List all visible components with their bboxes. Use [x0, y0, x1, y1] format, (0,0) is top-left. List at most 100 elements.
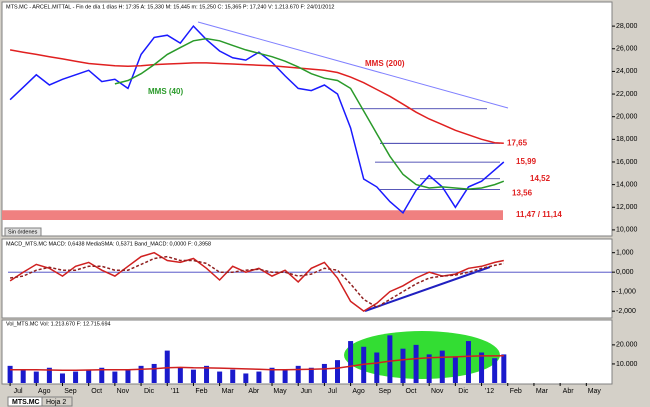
level-label: 14,52 — [530, 174, 551, 183]
volume-bar — [243, 373, 249, 383]
volume-bar — [164, 350, 170, 383]
volume-bar — [426, 354, 432, 383]
y-tick-label: 12,000 — [616, 204, 638, 211]
support-band — [2, 210, 503, 220]
series-label: MMS (200) — [365, 59, 405, 68]
volume-bar — [335, 360, 341, 383]
x-tick-label: Jun — [301, 388, 312, 395]
volume-bar — [374, 352, 380, 383]
x-tick-label: Jul — [14, 388, 23, 395]
x-tick-label: Sep — [379, 388, 392, 395]
volume-bar — [112, 371, 118, 383]
x-tick-label: Dic — [458, 388, 469, 395]
volume-bar — [99, 367, 105, 383]
volume-bar — [413, 344, 419, 383]
x-tick-label: May — [273, 388, 287, 395]
x-tick-label: May — [588, 388, 602, 395]
series-label: MMS (40) — [148, 87, 183, 96]
x-tick-label: Abr — [248, 388, 260, 395]
volume-bar — [190, 369, 196, 383]
price-panel — [1, 1, 613, 237]
y-tick-label: 22,000 — [616, 91, 638, 98]
volume-bar — [282, 369, 288, 383]
y-tick-label: 14,000 — [616, 181, 638, 188]
volume-bar — [295, 365, 301, 383]
volume-bar — [308, 367, 314, 383]
series-line — [9, 255, 504, 309]
orders-button[interactable] — [4, 227, 42, 237]
x-tick-label: Nov — [431, 388, 444, 395]
y-tick-label: 16,000 — [616, 159, 638, 166]
volume-bar — [177, 367, 183, 383]
band-label: 11,47 / 11,14 — [516, 210, 562, 219]
volume-bar — [256, 371, 262, 383]
x-tick-label: Dic — [144, 388, 155, 395]
volume-bar — [125, 369, 131, 383]
volume-bar — [138, 365, 144, 383]
macd-trend-line — [364, 266, 491, 312]
volume-bar — [465, 341, 471, 383]
volume-bar — [46, 367, 52, 383]
tab-label[interactable]: MTS.MC — [12, 399, 40, 406]
volume-panel — [1, 319, 613, 385]
volume-highlight — [344, 331, 500, 379]
volume-bar — [20, 369, 26, 383]
trend-line — [197, 21, 509, 109]
y-tick-label: 28,000 — [616, 23, 638, 30]
volume-bar — [7, 365, 13, 383]
volume-bar — [269, 367, 275, 383]
price-header: MTS.MC - ARCEL.MITTAL - Fin de día 1 día… — [6, 4, 334, 10]
volume-bar — [86, 369, 92, 383]
volume-bar — [452, 356, 458, 383]
macd-panel — [1, 238, 613, 319]
macd-header: MACD_MTS.MC MACD: 0,6438 MediaSMA: 0,537… — [6, 241, 211, 247]
volume-bar — [230, 369, 236, 383]
y-tick-label: 18,000 — [616, 136, 638, 143]
x-tick-label: Jul — [328, 388, 337, 395]
tab-label[interactable]: Hoja 2 — [46, 399, 66, 406]
y-tick-label: 24,000 — [616, 68, 638, 75]
y-tick-label: 20,000 — [616, 114, 638, 121]
volume-bar — [217, 371, 223, 383]
tab[interactable] — [41, 396, 73, 407]
series-line — [9, 24, 505, 215]
volume-bar — [59, 373, 65, 383]
level-label: 15,99 — [516, 157, 537, 166]
volume-bar — [73, 371, 79, 383]
x-tick-label: Feb — [510, 388, 522, 395]
volume-bar — [400, 348, 406, 383]
x-tick-label: Abr — [563, 388, 575, 395]
volume-header: Vol_MTS.MC Vol: 1.213.670 F: 12.715.694 — [6, 321, 111, 327]
series-line — [9, 251, 504, 312]
orders-button-label[interactable]: Sin órdenes — [8, 229, 38, 235]
y-tick-label: 1,000 — [616, 250, 634, 257]
volume-bar — [151, 363, 157, 383]
x-tick-label: Sep — [64, 388, 77, 395]
y-tick-label: 20.000 — [616, 342, 638, 349]
volume-bar — [321, 363, 327, 383]
volume-bar — [387, 335, 393, 383]
volume-bar — [204, 365, 210, 383]
series-line — [9, 49, 504, 145]
volume-bar — [501, 354, 507, 383]
y-tick-label: 10,000 — [616, 227, 638, 234]
x-tick-label: Feb — [195, 388, 207, 395]
x-tick-label: Oct — [91, 388, 102, 395]
x-tick-label: Nov — [117, 388, 130, 395]
x-tick-label: Ago — [38, 388, 51, 395]
series-line — [10, 354, 504, 371]
volume-bar — [439, 350, 445, 383]
volume-bar — [33, 371, 39, 383]
volume-bar — [348, 341, 354, 383]
x-tick-label: Oct — [406, 388, 417, 395]
y-tick-label: 10.000 — [616, 361, 638, 368]
x-tick-label: '12 — [485, 388, 494, 395]
y-tick-label: -1,000 — [616, 288, 636, 295]
level-label: 17,65 — [507, 138, 528, 147]
y-tick-label: 0,000 — [616, 269, 634, 276]
y-tick-label: -2,000 — [616, 308, 636, 315]
level-label: 13,56 — [512, 189, 533, 198]
x-tick-label: Ago — [352, 388, 365, 395]
x-tick-label: Mar — [222, 388, 235, 395]
